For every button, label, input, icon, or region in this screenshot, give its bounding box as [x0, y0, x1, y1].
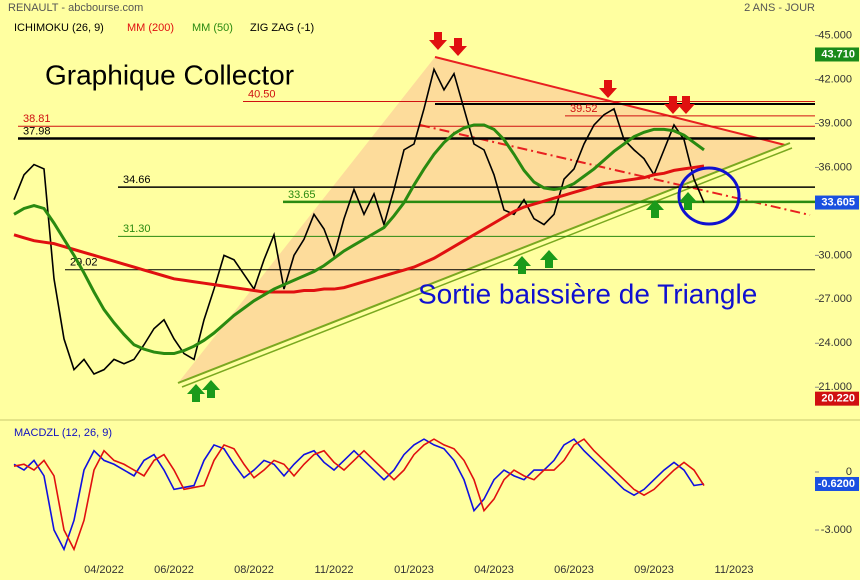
y-tick-label: 45.000 [818, 29, 852, 41]
triangle-bottom [177, 142, 791, 384]
chart-subtitle: 2 ANS - JOUR [744, 2, 815, 14]
x-tick-label: 01/2023 [394, 564, 434, 576]
value-marker-label: 20.220 [821, 393, 855, 405]
value-marker-label: 43.710 [821, 48, 855, 60]
level-label: 33.65 [288, 189, 316, 201]
highlight-circle [677, 166, 741, 226]
trend-line [419, 124, 811, 216]
x-tick-label: 06/2023 [554, 564, 594, 576]
y-tick-label: 24.000 [818, 337, 852, 349]
value-marker-label: 33.605 [821, 196, 855, 208]
value-marker [815, 391, 859, 406]
x-tick-label: 06/2022 [154, 564, 194, 576]
y-tick-label: -3.000 [821, 524, 852, 536]
x-tick-label: 09/2023 [634, 564, 674, 576]
indicator-label: ICHIMOKU (26, 9) [14, 22, 104, 34]
x-tick-label: 11/2023 [715, 564, 754, 576]
level-label: 38.81 [23, 113, 51, 125]
value-marker-label: -0.6200 [818, 478, 855, 490]
indicator-label: ZIG ZAG (-1) [250, 22, 314, 34]
y-tick-label: 27.000 [818, 293, 852, 305]
legend-entry: MM (50) [192, 22, 233, 34]
x-tick-label: 08/2022 [234, 564, 274, 576]
x-tick-label: 04/2022 [84, 564, 124, 576]
y-tick-label: 36.000 [818, 161, 852, 173]
x-tick-label: 11/2022 [315, 564, 354, 576]
level-label: 40.50 [248, 88, 276, 100]
annotation: Sortie baissière de Triangle [418, 278, 757, 309]
price-line [13, 66, 705, 376]
triangle-top [434, 56, 786, 146]
chart-title: RENAULT - abcbourse.com [8, 2, 143, 14]
panel-title: MACDZL (12, 26, 9) [14, 427, 112, 439]
value-marker [815, 47, 859, 62]
y-tick-label: 42.000 [818, 73, 852, 85]
level-label: 37.98 [23, 125, 51, 137]
level-label: 39.52 [570, 103, 598, 115]
annotation: Graphique Collector [45, 59, 294, 90]
y-tick-label: 0 [846, 466, 852, 478]
x-tick-label: 04/2023 [474, 564, 514, 576]
series-line [13, 438, 705, 552]
level-label: 31.30 [123, 223, 151, 235]
series-line [13, 164, 705, 294]
value-marker [815, 476, 859, 491]
buy-arrows [187, 192, 697, 402]
series-line [13, 123, 705, 356]
legend-entry: MM (200) [127, 22, 174, 34]
sell-arrows [429, 32, 695, 114]
level-label: 34.66 [123, 174, 151, 186]
y-tick-label: 21.000 [818, 381, 852, 393]
y-tick-label: 39.000 [818, 117, 852, 129]
value-marker [815, 195, 859, 210]
y-tick-label: 30.000 [818, 249, 852, 261]
